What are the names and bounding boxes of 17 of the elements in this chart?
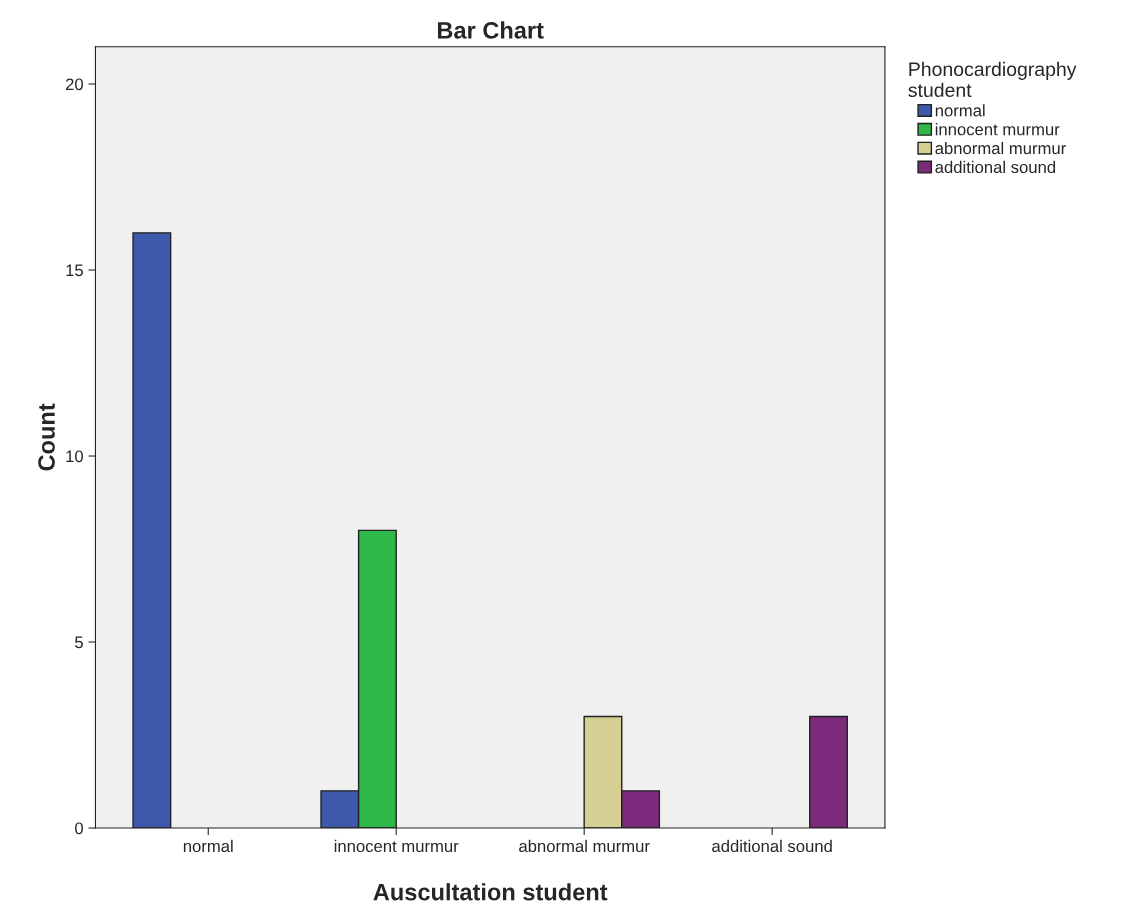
x-axis-title: Auscultation student: [373, 883, 608, 901]
x-tick-label: normal: [183, 839, 233, 853]
x-tick-label: additional sound: [712, 839, 832, 853]
legend-label: additional sound: [935, 160, 1056, 174]
legend-title: Phonocardiography student: [908, 61, 1077, 98]
legend-label: innocent murmur: [935, 123, 1060, 136]
legend-label: normal: [935, 104, 985, 117]
x-tick-label: abnormal murmur: [519, 839, 650, 853]
chart-title: Bar Chart: [437, 21, 544, 39]
y-tick-label: 10: [66, 450, 83, 463]
y-axis-title: Count: [38, 403, 55, 471]
y-tick-label: 15: [66, 264, 83, 277]
y-tick-label: 20: [65, 78, 83, 91]
x-tick-label: innocent murmur: [334, 839, 459, 853]
legend-label: abnormal murmur: [935, 141, 1066, 155]
y-tick-label: 5: [75, 636, 83, 649]
y-tick-label: 0: [75, 822, 83, 835]
